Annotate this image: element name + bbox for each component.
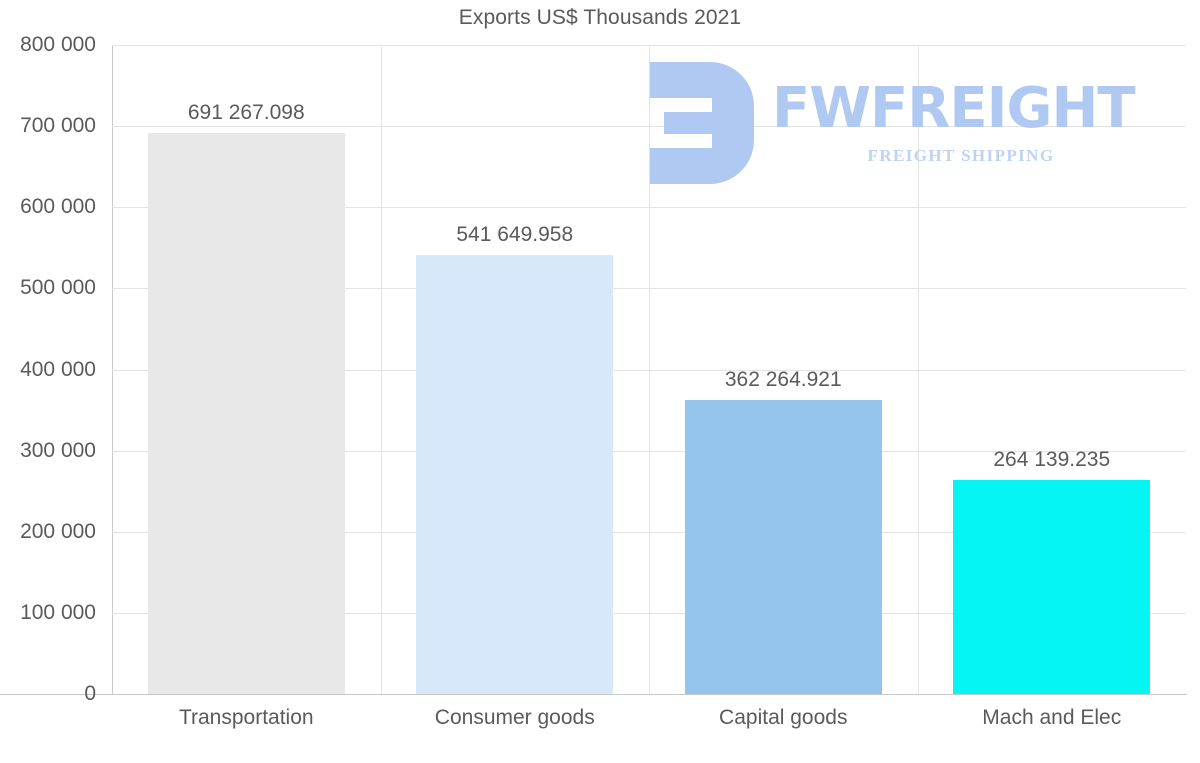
- x-axis-tick-label: Transportation: [178, 706, 314, 729]
- gridline-vertical: [917, 45, 919, 694]
- y-axis-tick-label: 100 000: [20, 600, 96, 624]
- bar-value-label: 541 649.958: [456, 222, 574, 246]
- x-axis-tick-label: Capital goods: [719, 706, 848, 729]
- x-axis-line: [0, 694, 1187, 695]
- plot-area: [112, 45, 1186, 694]
- bar-2[interactable]: [416, 254, 614, 694]
- gridline-vertical: [380, 45, 382, 694]
- bar-value-label: 362 264.921: [724, 368, 842, 392]
- y-axis-tick-label: 300 000: [20, 438, 96, 462]
- bar-3[interactable]: [684, 400, 882, 694]
- y-axis-tick-label: 800 000: [20, 33, 96, 56]
- y-axis-tick-label: 200 000: [20, 519, 96, 543]
- y-axis-tick-label: 600 000: [20, 195, 96, 219]
- bar-value-label: 691 267.098: [187, 101, 305, 125]
- bar-value-label: 264 139.235: [993, 447, 1111, 471]
- y-axis-tick-label: 400 000: [20, 357, 96, 381]
- y-axis-tick-label: 700 000: [20, 114, 96, 138]
- y-axis-tick-label: 500 000: [20, 276, 96, 300]
- bar-1[interactable]: [147, 133, 345, 694]
- x-axis-tick-label: Mach and Elec: [982, 706, 1122, 729]
- x-axis-tick-label: Consumer goods: [434, 706, 595, 729]
- gridline-vertical: [649, 45, 650, 694]
- chart-title: Exports US$ Thousands 2021: [458, 6, 742, 29]
- y-axis-tick-label: 0: [84, 682, 96, 705]
- bar-4[interactable]: [953, 479, 1151, 694]
